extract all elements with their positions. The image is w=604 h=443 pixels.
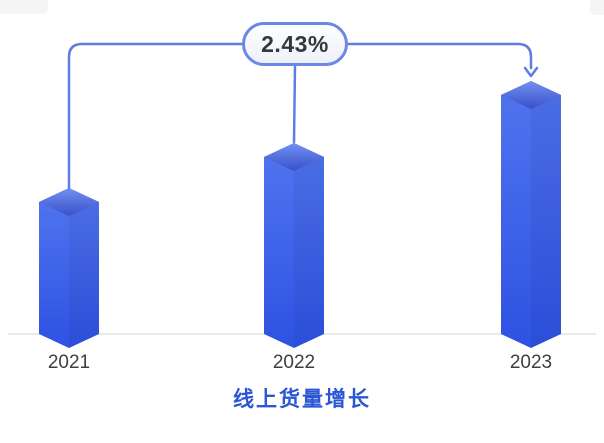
bar-right-face-2023 [531,95,561,348]
connector-left-line [67,42,244,190]
connector-middle-line [292,64,297,144]
bar-right-face-2022 [294,157,324,348]
bar-top-face-2022 [264,143,324,171]
bar-top-face-2021 [39,188,99,216]
bar-top-face-2023 [501,81,561,109]
corner-artifact-top-right [590,0,604,15]
growth-badge-value: 2.43% [261,30,329,57]
growth-badge: 2.43% [242,22,348,66]
axis-label-2023: 2023 [509,352,553,373]
connector-right-line [346,42,533,70]
axis-label-2022: 2022 [272,352,316,373]
bar-2023 [501,81,561,348]
corner-artifact-top-left [0,0,48,14]
arrow-down-icon [523,66,539,78]
bar-2021 [39,188,99,348]
axis-label-2021: 2021 [47,352,91,373]
chart-title: 线上货量增长 [233,388,371,411]
bar-right-face-2021 [69,202,99,348]
bar-2022 [264,143,324,348]
